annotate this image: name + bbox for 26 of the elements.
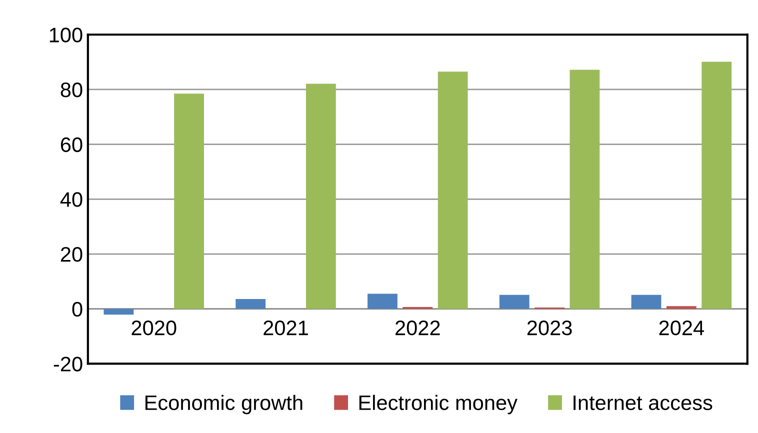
bar (104, 308, 134, 315)
bar (631, 294, 662, 309)
bar (368, 294, 398, 309)
legend-label: Electronic money (359, 394, 518, 414)
y-tick-label: 20 (60, 247, 82, 262)
x-tick-label: 2022 (396, 320, 440, 336)
y-tick-label: 100 (50, 28, 82, 42)
x-tick-label: 2024 (659, 320, 704, 336)
bar (174, 94, 204, 309)
legend-label: Economic growth (145, 394, 302, 414)
y-tick-label: 60 (60, 137, 82, 152)
bar (438, 72, 468, 309)
legend-label: Internet access (574, 396, 712, 410)
bar (702, 62, 732, 309)
y-tick-label: 80 (60, 82, 82, 98)
x-tick-label: 2021 (264, 320, 308, 336)
y-tick-label: -20 (54, 356, 82, 372)
bar (236, 299, 266, 309)
x-tick-label: 2020 (132, 320, 176, 336)
x-tick-label: 2023 (527, 320, 572, 336)
y-tick-label: 40 (60, 192, 82, 207)
bar (666, 306, 696, 309)
y-tick-label: 0 (72, 302, 82, 317)
bar (306, 84, 336, 309)
bar (499, 294, 530, 309)
bar (570, 70, 600, 309)
